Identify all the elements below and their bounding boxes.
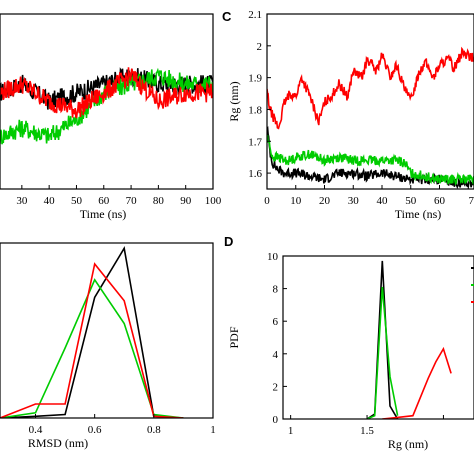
plot-frame-0 [0,13,214,190]
y-tick-label-3-4: 8 [273,284,279,296]
series-line-1-0 [267,126,474,189]
x-tick-label-3-1: 1.5 [360,425,374,437]
series-line-3-0 [366,260,399,419]
x-tick-label-0-5: 80 [153,195,165,207]
x-tick-label-0-6: 90 [180,195,192,207]
y-tick-label-3-5: 10 [267,251,279,263]
x-tick-label-0-7: 100 [205,195,222,207]
series-line-2-1 [0,278,184,418]
x-tick-label-3-0: 1 [288,425,294,437]
y-tick-label-1-4: 2 [257,41,263,53]
x-tick-label-1-6: 60 [434,195,446,207]
x-tick-label-1-4: 40 [377,195,389,207]
y-tick-label-1-5: 2.1 [248,9,262,21]
series-line-2-0 [0,246,184,418]
y-tick-label-1-1: 1.7 [248,136,262,148]
x-tick-label-1-5: 50 [405,195,417,207]
y-tick-label-1-2: 1.8 [248,104,262,116]
x-tick-label-1-1: 10 [290,195,302,207]
y-axis-label-3: PDF [227,326,241,348]
x-axis-label-3: Rg (nm) [388,437,428,451]
series-line-1-2 [267,46,474,130]
x-tick-label-0-4: 70 [126,195,138,207]
x-tick-label-0-0: 30 [16,195,28,207]
x-axis-label-0: Time (ns) [80,207,127,221]
x-tick-label-2-1: 0.6 [88,424,102,436]
series-line-1-1 [267,134,474,186]
x-tick-label-1-3: 30 [348,195,360,207]
series-line-0-2 [0,67,213,119]
x-tick-label-0-2: 50 [71,195,83,207]
x-tick-label-0-3: 60 [98,195,110,207]
y-tick-label-1-3: 1.9 [248,73,262,85]
x-tick-label-1-7: 7 [469,195,474,207]
x-tick-label-2-2: 0.8 [147,424,161,436]
y-axis-label-1: Rg (nm) [227,81,241,121]
x-tick-label-2-0: 0.4 [29,424,43,436]
y-tick-label-1-0: 1.6 [248,168,262,180]
panel-letter-d: D [224,234,233,249]
y-tick-label-3-1: 2 [273,381,279,393]
plot-frame-1 [266,13,474,190]
x-tick-label-1-0: 0 [264,195,270,207]
x-axis-label-2: RMSD (nm) [28,436,88,450]
plot-frame-3 [282,255,474,420]
series-line-3-2 [382,346,452,419]
series-line-0-1 [0,67,213,145]
plot-frame-2 [0,242,214,419]
x-axis-label-1: Time (ns) [395,207,442,221]
y-tick-label-3-0: 0 [273,414,279,426]
x-tick-label-2-3: 1 [210,424,216,436]
x-tick-label-0-1: 40 [44,195,56,207]
y-tick-label-3-3: 6 [273,316,279,328]
series-line-3-1 [366,286,399,419]
y-tick-label-3-2: 4 [273,349,279,361]
panel-letter-c: C [222,9,232,24]
x-tick-label-1-2: 20 [319,195,331,207]
